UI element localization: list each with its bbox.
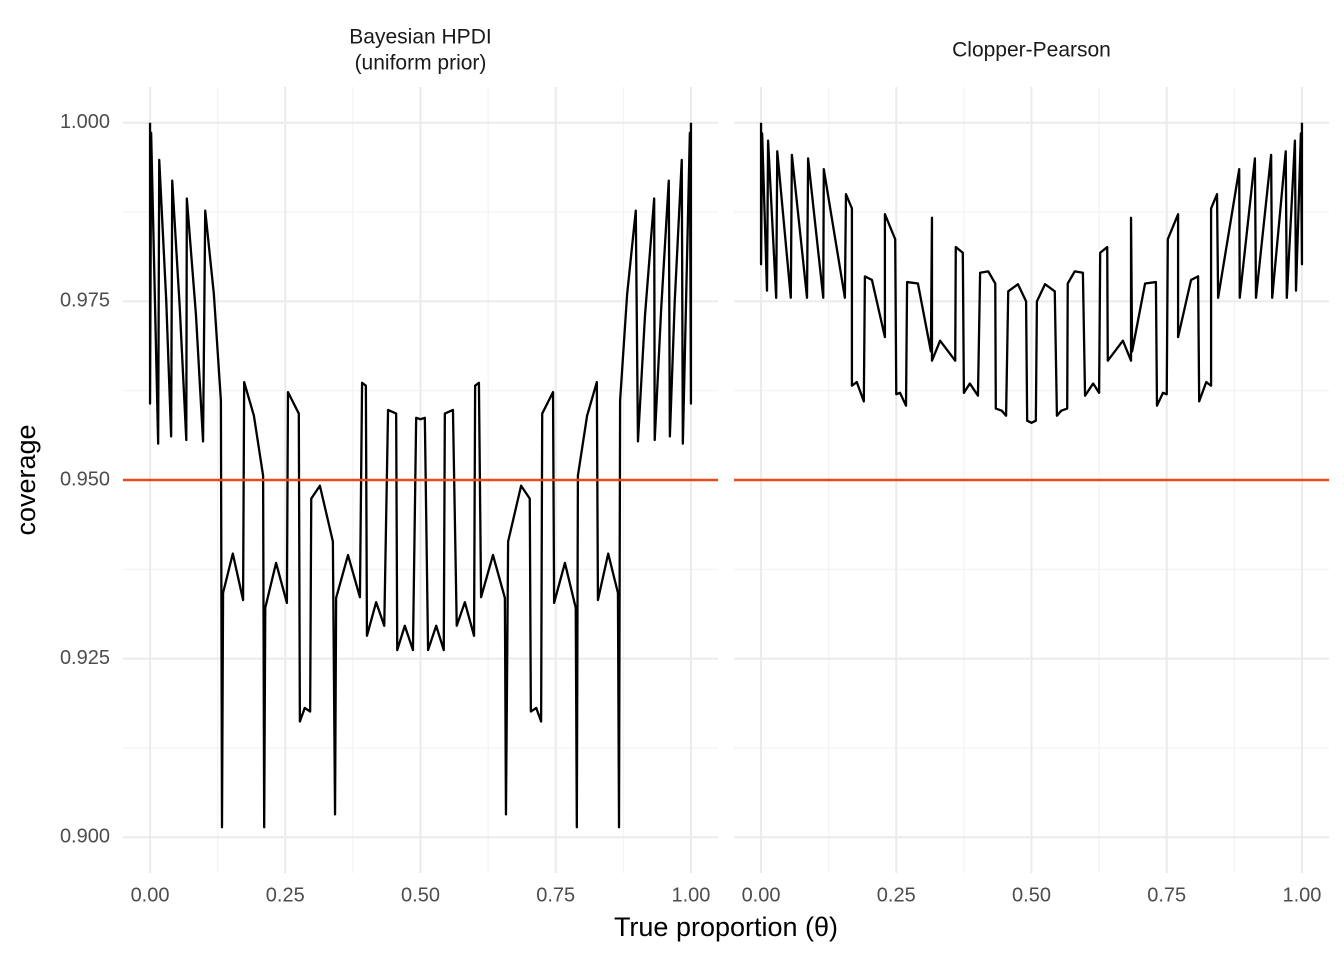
x-tick-label: 0.25 xyxy=(266,884,305,906)
x-tick-label: 0.75 xyxy=(536,884,575,906)
x-axis-title: True proportion (θ) xyxy=(614,912,838,942)
x-tick-label: 1.00 xyxy=(1282,884,1321,906)
y-tick-label: 0.950 xyxy=(60,468,110,490)
x-tick-label: 1.00 xyxy=(671,884,710,906)
x-tick-label: 0.50 xyxy=(1012,884,1051,906)
facet-title: Clopper-Pearson xyxy=(952,39,1111,62)
x-tick-label: 0.00 xyxy=(742,884,781,906)
x-tick-label: 0.25 xyxy=(877,884,916,906)
facet-title: (uniform prior) xyxy=(355,52,487,75)
y-tick-label: 1.000 xyxy=(60,111,110,133)
x-tick-label: 0.00 xyxy=(131,884,170,906)
x-tick-label: 0.50 xyxy=(401,884,440,906)
y-tick-label: 0.975 xyxy=(60,290,110,312)
x-tick-label: 0.75 xyxy=(1147,884,1186,906)
y-tick-label: 0.900 xyxy=(60,826,110,848)
y-axis-title: coverage xyxy=(11,424,41,535)
coverage-line xyxy=(759,122,1304,424)
facet-title: Bayesian HPDI xyxy=(349,26,491,49)
coverage-line xyxy=(148,122,693,829)
y-tick-label: 0.925 xyxy=(60,647,110,669)
